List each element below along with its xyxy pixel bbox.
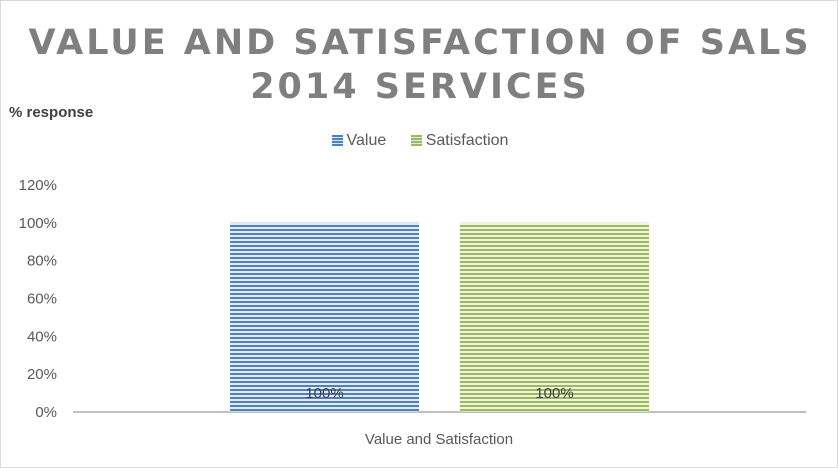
bar-value bbox=[230, 222, 419, 412]
y-tick-label: 0% bbox=[35, 404, 57, 421]
y-tick-label: 60% bbox=[27, 291, 57, 308]
data-label-satisfaction: 100% bbox=[535, 385, 573, 402]
legend-item-value: Value bbox=[331, 132, 387, 150]
bar-satisfaction bbox=[460, 222, 649, 412]
x-category-label: Value and Satisfaction bbox=[365, 431, 513, 448]
title-line-1: VALUE AND SATISFACTION OF SALS bbox=[28, 23, 812, 63]
legend-item-satisfaction: Satisfaction bbox=[410, 132, 509, 150]
legend-swatch-value bbox=[331, 135, 343, 146]
y-tick-label: 40% bbox=[27, 328, 57, 345]
data-label-value: 100% bbox=[305, 385, 343, 402]
legend-label-satisfaction: Satisfaction bbox=[425, 132, 509, 149]
title-line-2: 2014 SERVICES bbox=[250, 67, 590, 107]
y-tick-label: 80% bbox=[27, 253, 57, 270]
y-tick-label: 100% bbox=[19, 215, 57, 232]
legend-label-value: Value bbox=[346, 132, 387, 149]
chart-title: VALUE AND SATISFACTION OF SALS 2014 SERV… bbox=[1, 21, 837, 109]
legend-swatch-satisfaction bbox=[410, 135, 422, 146]
y-tick-label: 20% bbox=[27, 366, 57, 383]
y-axis-label: % response bbox=[9, 104, 94, 121]
y-tick-label: 120% bbox=[19, 177, 57, 194]
legend: Value Satisfaction bbox=[1, 132, 837, 150]
